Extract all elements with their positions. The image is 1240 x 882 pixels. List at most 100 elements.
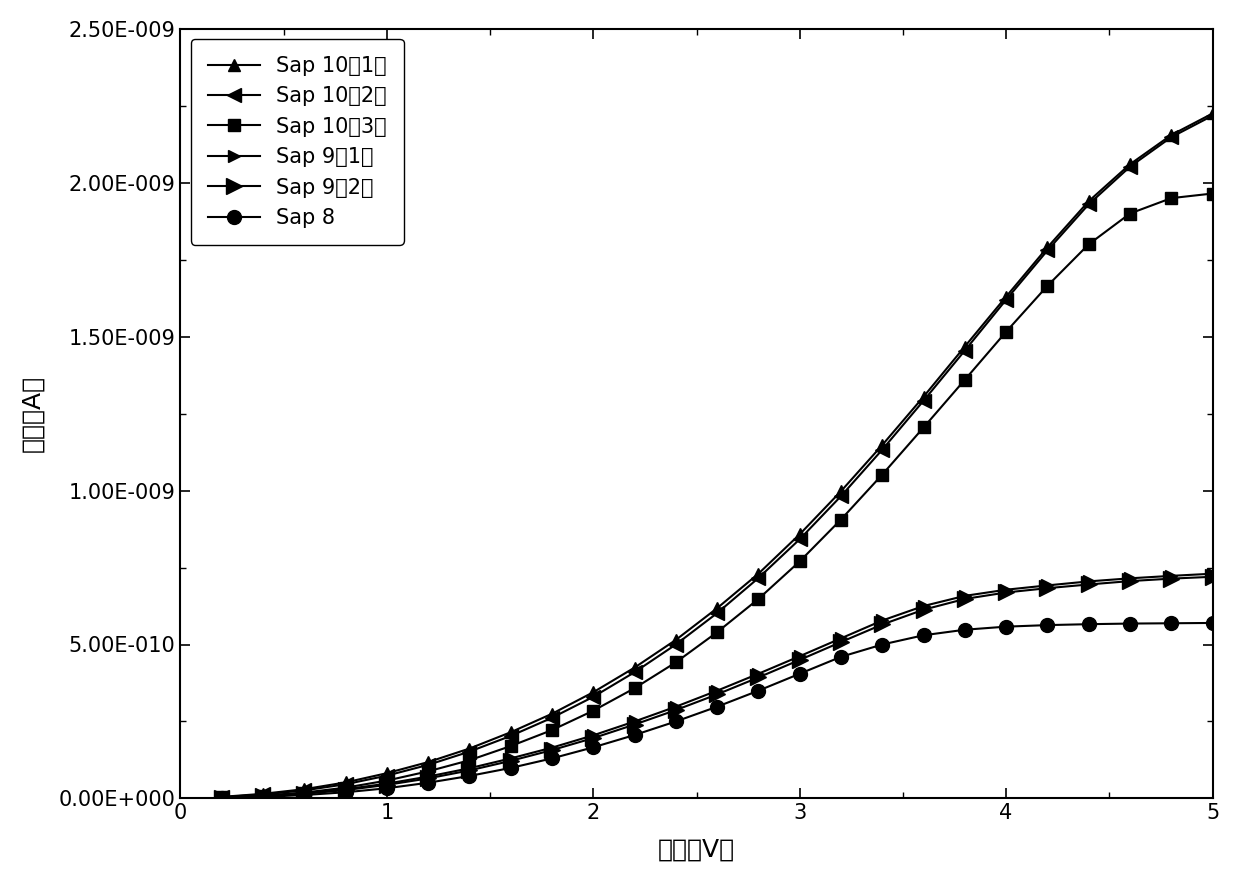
Sap 9（2）: [1122, 576, 1137, 587]
Sap 10（2）: [215, 792, 229, 803]
Sap 9（2）: [668, 705, 683, 715]
Sap 8: [916, 630, 931, 640]
Sap 9（2）: [792, 654, 807, 665]
Sap 8: [544, 753, 559, 764]
Sap 10（3）: [627, 683, 642, 693]
Sap 9（1）: [379, 778, 394, 789]
Sap 10（1）: [627, 662, 642, 673]
Sap 10（3）: [463, 755, 477, 766]
Sap 10（1）: [339, 777, 353, 788]
Sap 10（3）: [751, 594, 766, 604]
Sap 10（2）: [296, 785, 311, 796]
Sap 10（2）: [833, 490, 848, 501]
Sap 10（3）: [585, 706, 600, 716]
Sap 10（3）: [833, 514, 848, 525]
Sap 10（2）: [585, 691, 600, 702]
Sap 8: [709, 701, 724, 712]
Sap 10（3）: [916, 422, 931, 433]
Sap 10（1）: [709, 603, 724, 614]
Sap 10（2）: [751, 572, 766, 583]
Sap 10（2）: [1040, 245, 1055, 256]
Sap 10（2）: [463, 746, 477, 757]
Sap 8: [627, 729, 642, 740]
Sap 8: [833, 652, 848, 662]
Sap 9（1）: [503, 753, 518, 764]
Sap 10（3）: [1040, 280, 1055, 291]
Sap 10（2）: [792, 534, 807, 544]
Sap 9（2）: [503, 756, 518, 766]
Sap 10（3）: [420, 766, 435, 777]
Sap 10（1）: [998, 291, 1013, 302]
Sap 9（1）: [916, 601, 931, 611]
Sap 10（2）: [998, 295, 1013, 305]
Line: Sap 9（1）: Sap 9（1）: [216, 567, 1219, 804]
Sap 10（3）: [1081, 239, 1096, 250]
Sap 10（3）: [957, 375, 972, 385]
Sap 10（3）: [339, 782, 353, 793]
Sap 9（1）: [957, 591, 972, 602]
Sap 10（2）: [957, 345, 972, 355]
Sap 8: [296, 789, 311, 800]
Sap 8: [751, 685, 766, 696]
Sap 9（2）: [833, 637, 848, 647]
Sap 10（1）: [668, 634, 683, 645]
Sap 9（2）: [627, 719, 642, 729]
Sap 10（1）: [1081, 196, 1096, 206]
Sap 10（1）: [875, 440, 890, 451]
Sap 10（3）: [1164, 193, 1179, 204]
Sap 10（2）: [875, 445, 890, 455]
Sap 10（3）: [544, 725, 559, 736]
Sap 9（2）: [544, 744, 559, 755]
Sap 8: [420, 777, 435, 788]
Sap 10（1）: [379, 768, 394, 779]
Sap 10（2）: [1081, 199, 1096, 210]
Sap 9（1）: [751, 669, 766, 679]
Sap 9（2）: [957, 594, 972, 604]
Sap 10（1）: [215, 791, 229, 802]
Sap 10（2）: [1122, 161, 1137, 172]
Sap 10（3）: [875, 469, 890, 480]
Sap 8: [503, 763, 518, 774]
Sap 8: [1040, 620, 1055, 631]
Sap 9（2）: [875, 619, 890, 630]
Sap 10（3）: [379, 775, 394, 786]
Sap 9（1）: [1081, 576, 1096, 587]
Sap 10（2）: [1164, 132, 1179, 143]
Sap 9（2）: [296, 789, 311, 799]
Sap 9（1）: [255, 790, 270, 801]
Sap 8: [668, 716, 683, 727]
Sap 10（3）: [503, 741, 518, 751]
Sap 8: [379, 783, 394, 794]
Sap 9（2）: [585, 733, 600, 744]
Sap 9（1）: [544, 743, 559, 753]
Line: Sap 8: Sap 8: [215, 616, 1219, 804]
Sap 9（1）: [709, 685, 724, 696]
Sap 9（1）: [833, 633, 848, 644]
Sap 9（1）: [875, 616, 890, 626]
Sap 10（1）: [1164, 130, 1179, 140]
Sap 9（1）: [585, 730, 600, 741]
Sap 8: [792, 669, 807, 679]
Sap 10（2）: [255, 789, 270, 800]
Sap 9（2）: [1040, 583, 1055, 594]
Sap 9（2）: [751, 672, 766, 683]
Sap 9（2）: [420, 774, 435, 784]
Sap 10（2）: [627, 667, 642, 677]
Sap 10（3）: [296, 788, 311, 798]
Sap 9（1）: [215, 792, 229, 803]
Sap 10（1）: [1205, 108, 1220, 119]
Sap 10（2）: [503, 730, 518, 741]
Sap 8: [1164, 618, 1179, 629]
Sap 10（2）: [379, 770, 394, 781]
Sap 9（1）: [1040, 580, 1055, 591]
Sap 10（3）: [1122, 208, 1137, 219]
Sap 10（3）: [998, 326, 1013, 337]
Sap 9（2）: [339, 785, 353, 796]
Sap 8: [998, 621, 1013, 632]
X-axis label: 电压（V）: 电压（V）: [658, 837, 735, 861]
Sap 10（1）: [420, 757, 435, 767]
Sap 10（3）: [709, 627, 724, 638]
Sap 9（1）: [296, 788, 311, 798]
Sap 8: [585, 742, 600, 752]
Sap 10（2）: [1205, 110, 1220, 121]
